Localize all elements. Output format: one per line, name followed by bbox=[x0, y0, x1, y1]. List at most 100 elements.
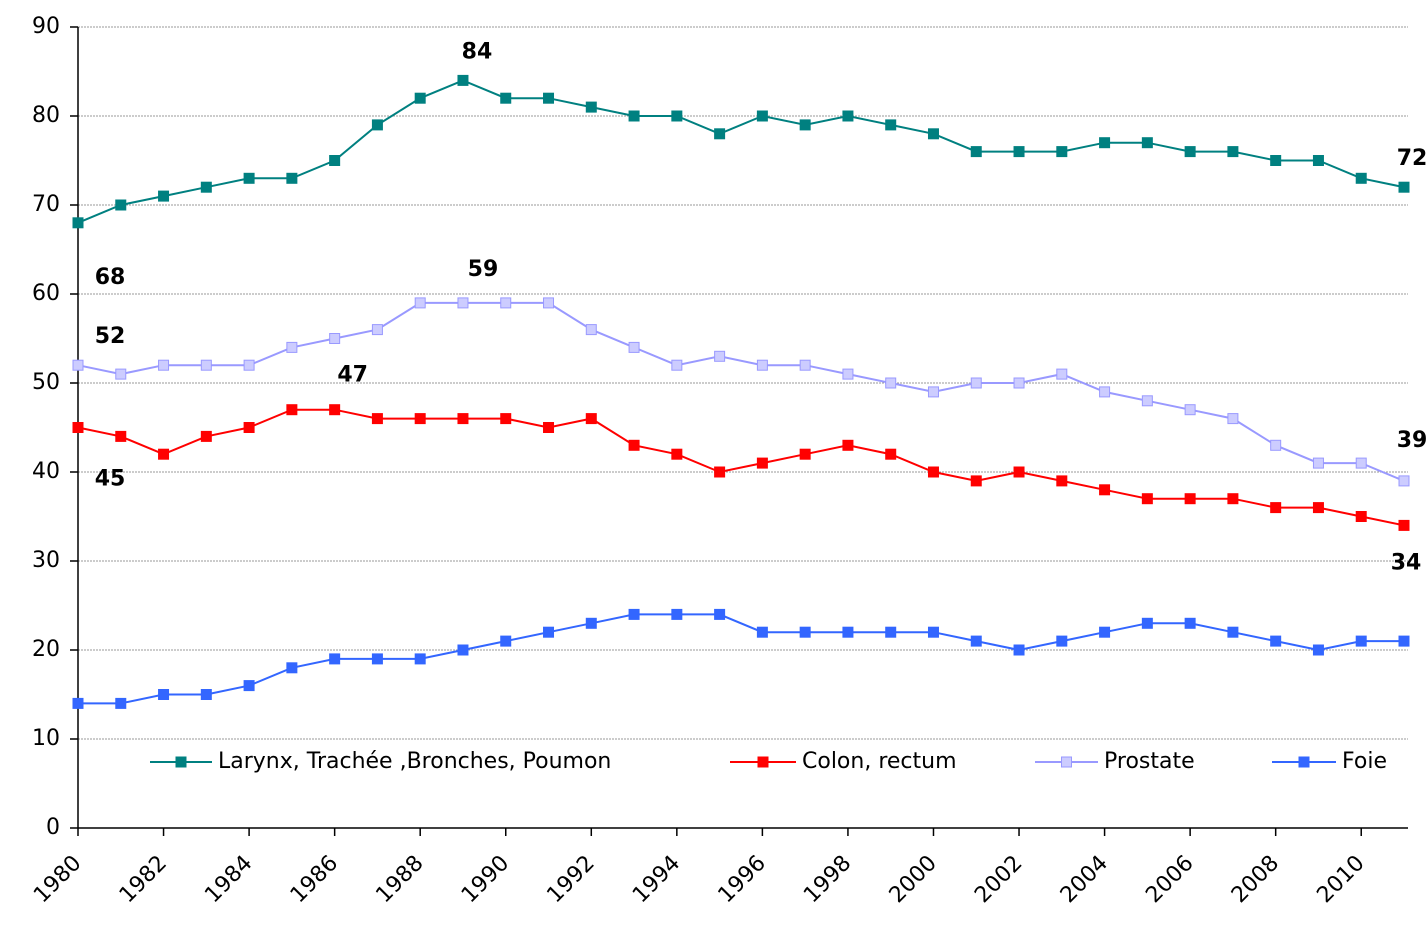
point-marker bbox=[799, 626, 811, 638]
point-marker bbox=[1013, 377, 1025, 389]
point-marker bbox=[1227, 413, 1239, 425]
point-marker bbox=[457, 644, 469, 656]
point-marker bbox=[158, 689, 170, 700]
point-marker bbox=[927, 626, 939, 638]
point-marker bbox=[286, 662, 298, 674]
point-marker bbox=[115, 697, 127, 709]
point-marker bbox=[1355, 172, 1367, 184]
x-tick-label: 2006 bbox=[1141, 851, 1198, 908]
point-marker bbox=[628, 608, 640, 620]
point-marker bbox=[1013, 146, 1025, 158]
point-marker bbox=[1099, 386, 1111, 398]
point-marker bbox=[1013, 466, 1025, 478]
point-marker bbox=[1099, 484, 1111, 496]
point-marker bbox=[158, 448, 170, 460]
point-marker bbox=[714, 608, 726, 620]
point-marker bbox=[1355, 511, 1367, 522]
point-marker bbox=[457, 74, 469, 86]
point-marker bbox=[799, 448, 811, 460]
point-marker bbox=[457, 297, 469, 309]
data-label: 47 bbox=[337, 363, 368, 388]
point-marker bbox=[1184, 493, 1196, 505]
x-tick-label: 1982 bbox=[115, 851, 172, 908]
point-marker bbox=[714, 466, 726, 478]
point-marker bbox=[799, 119, 811, 131]
x-tick-label: 1986 bbox=[286, 851, 343, 908]
x-tick-label: 1990 bbox=[457, 851, 514, 908]
point-marker bbox=[885, 377, 897, 389]
series-line bbox=[77, 301, 1405, 482]
point-marker bbox=[329, 333, 341, 344]
legend-marker bbox=[175, 756, 187, 768]
point-marker bbox=[1184, 617, 1196, 629]
y-tick-label: 70 bbox=[32, 192, 60, 217]
x-tick-label: 1984 bbox=[200, 851, 257, 908]
data-label: 34 bbox=[1391, 550, 1422, 575]
point-marker bbox=[885, 448, 897, 460]
point-marker bbox=[500, 297, 512, 309]
point-marker bbox=[200, 181, 212, 193]
legend-label: Colon, rectum bbox=[802, 749, 957, 774]
data-label: 39 bbox=[1397, 428, 1428, 453]
point-marker bbox=[714, 128, 726, 140]
y-tick-label: 90 bbox=[32, 14, 60, 39]
point-marker bbox=[671, 608, 683, 620]
point-marker bbox=[671, 359, 683, 371]
point-marker bbox=[1312, 644, 1324, 656]
x-tick-label: 1988 bbox=[371, 851, 428, 908]
point-marker bbox=[414, 653, 426, 665]
point-marker bbox=[1013, 644, 1025, 656]
point-marker bbox=[1270, 502, 1282, 514]
y-tick-label: 0 bbox=[46, 815, 60, 840]
y-tick-label: 40 bbox=[32, 459, 60, 484]
y-tick-label: 50 bbox=[32, 370, 60, 395]
point-marker bbox=[628, 439, 640, 451]
point-marker bbox=[970, 377, 982, 389]
legend-label: Foie bbox=[1342, 749, 1387, 774]
point-marker bbox=[1227, 493, 1239, 505]
point-marker bbox=[1312, 155, 1324, 166]
point-marker bbox=[1141, 137, 1153, 149]
point-marker bbox=[543, 297, 555, 309]
series-line bbox=[77, 79, 1405, 224]
point-marker bbox=[1398, 519, 1410, 531]
point-marker bbox=[842, 110, 854, 122]
point-marker bbox=[927, 128, 939, 140]
point-marker bbox=[115, 199, 127, 211]
point-marker bbox=[543, 626, 555, 638]
legend-marker bbox=[757, 756, 769, 768]
point-marker bbox=[1056, 635, 1068, 647]
point-marker bbox=[714, 350, 726, 362]
point-marker bbox=[371, 653, 383, 665]
point-marker bbox=[970, 635, 982, 647]
point-marker bbox=[371, 119, 383, 131]
point-marker bbox=[756, 110, 768, 122]
point-marker bbox=[1099, 137, 1111, 149]
y-tick-label: 80 bbox=[32, 103, 60, 128]
data-label: 84 bbox=[462, 39, 493, 64]
point-marker bbox=[885, 626, 897, 638]
data-label: 52 bbox=[95, 324, 126, 349]
point-marker bbox=[500, 413, 512, 425]
point-marker bbox=[329, 653, 341, 665]
point-marker bbox=[414, 413, 426, 425]
point-marker bbox=[286, 341, 298, 353]
point-marker bbox=[585, 617, 597, 629]
point-marker bbox=[158, 190, 170, 202]
point-marker bbox=[1099, 626, 1111, 638]
point-marker bbox=[115, 368, 127, 380]
point-marker bbox=[414, 92, 426, 104]
point-marker bbox=[1355, 635, 1367, 647]
point-marker bbox=[1398, 181, 1410, 193]
point-marker bbox=[1227, 146, 1239, 158]
point-marker bbox=[1141, 493, 1153, 505]
x-tick-label: 1998 bbox=[799, 851, 856, 908]
x-tick-label: 1996 bbox=[714, 851, 771, 908]
point-marker bbox=[72, 217, 84, 229]
point-marker bbox=[243, 359, 255, 371]
point-marker bbox=[243, 680, 255, 692]
point-marker bbox=[371, 413, 383, 425]
point-marker bbox=[1270, 439, 1282, 451]
point-marker bbox=[671, 110, 683, 122]
